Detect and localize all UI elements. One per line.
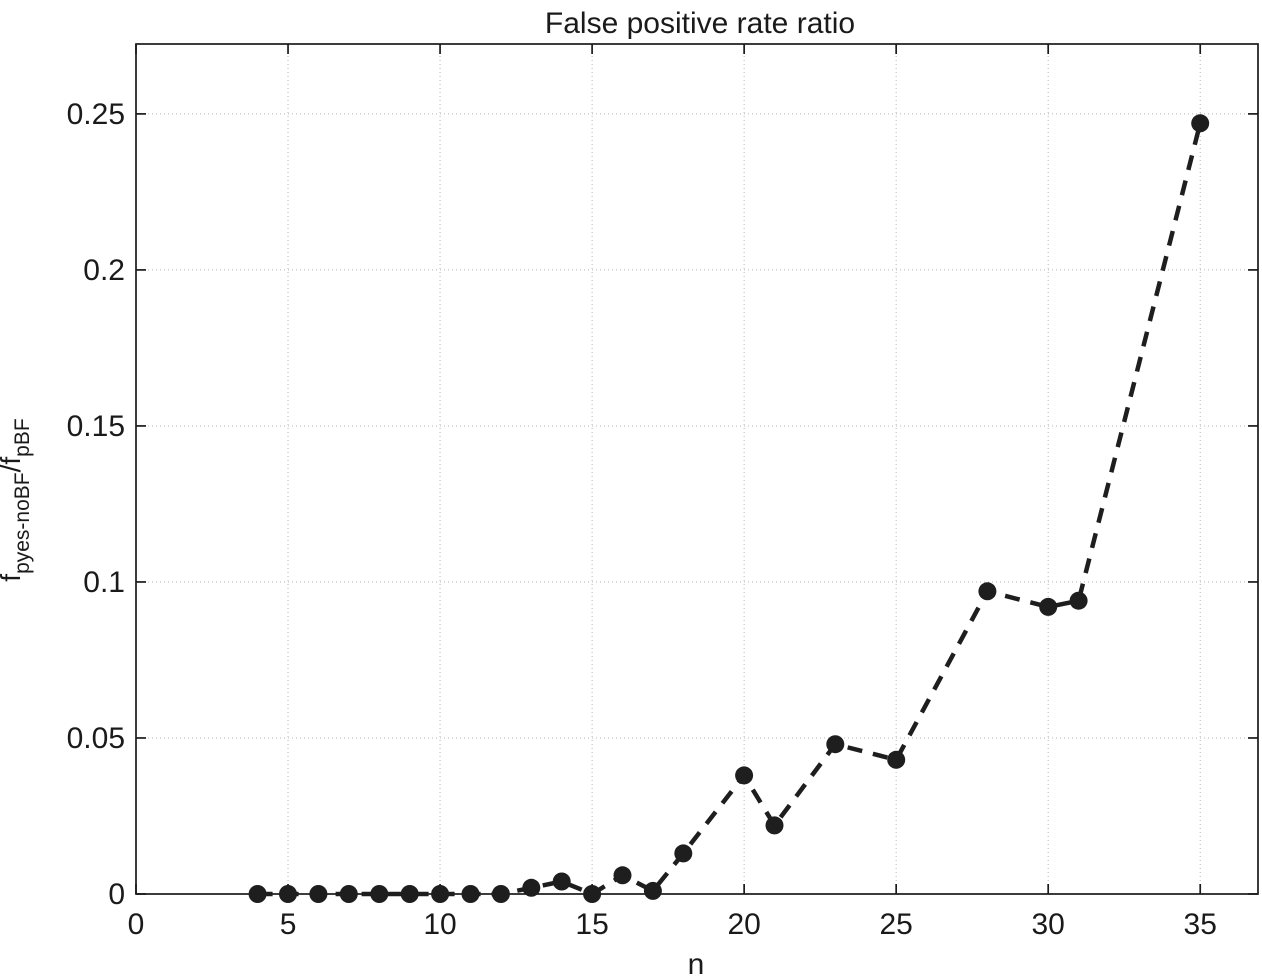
data-point-marker [248,885,267,903]
y-tick-label: 0.15 [67,410,125,443]
data-point-marker [400,885,419,903]
data-point-marker [978,582,997,601]
data-point-marker [887,750,906,769]
axis-layer [135,43,1259,895]
data-point-marker [431,885,450,903]
x-tick-label: 5 [280,908,297,941]
x-tick-label: 25 [879,908,912,941]
data-point-marker [1069,591,1088,610]
data-point-marker [583,885,602,903]
data-point-marker [309,885,328,903]
y-tick-label: 0.2 [83,254,125,287]
data-point-marker [1039,597,1058,616]
data-point-marker [643,881,662,900]
y-axis-label-subscript: pyes-noBF [11,472,34,574]
y-tick-label: 0.05 [67,722,125,755]
data-point-marker [826,735,845,754]
x-tick-label: 35 [1184,908,1217,941]
y-tick-label: 0 [108,878,125,911]
x-tick-label: 0 [128,908,145,941]
data-point-marker [370,885,389,903]
x-tick-label: 30 [1032,908,1065,941]
data-point-marker [765,816,784,835]
grid-layer [136,44,1258,894]
y-axis-label: fpyes-noBF/fpBF [0,418,34,581]
data-line [257,122,1203,897]
label-layer: False positive rate ratio n fpyes-noBF/f… [0,7,1217,977]
y-axis-label-main: /f [0,457,26,473]
data-point-marker [339,885,358,903]
y-axis-label-main: f [0,574,26,582]
data-point-marker [1191,114,1210,133]
y-axis-label-subscript: pBF [11,418,34,457]
chart-title: False positive rate ratio [545,7,855,40]
data-point-marker [613,866,632,885]
plot-border [135,43,1259,895]
data-point-marker [491,885,510,903]
data-point-marker [735,766,754,785]
data-point-marker [552,872,571,891]
data-series-layer [248,114,1210,903]
data-point-marker [279,885,297,903]
x-tick-label: 15 [575,908,608,941]
x-tick-label: 20 [727,908,760,941]
data-point-marker [674,844,693,863]
y-tick-label: 0.25 [67,98,125,131]
x-tick-label: 10 [423,908,456,941]
data-point-marker [522,878,541,897]
x-axis-label: n [688,948,705,977]
data-point-marker [461,885,480,903]
y-tick-label: 0.1 [83,566,125,599]
